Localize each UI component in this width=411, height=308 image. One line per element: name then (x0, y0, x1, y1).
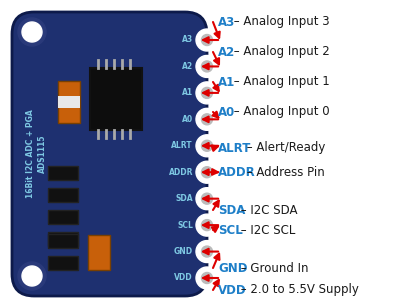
Circle shape (196, 108, 218, 130)
Bar (48, 234, 78, 248)
Text: A0: A0 (182, 115, 193, 124)
Text: – Analog Input 2: – Analog Input 2 (231, 46, 330, 59)
Circle shape (196, 241, 218, 262)
Circle shape (201, 273, 212, 283)
Circle shape (196, 188, 218, 210)
Text: – Analog Input 0: – Analog Input 0 (231, 106, 330, 119)
Text: – Alert/Ready: – Alert/Ready (243, 141, 325, 155)
Circle shape (22, 22, 42, 42)
Circle shape (201, 140, 212, 151)
Text: ALRT: ALRT (218, 141, 252, 155)
Text: A1: A1 (182, 88, 193, 97)
Bar (58, 81, 80, 123)
Text: A2: A2 (218, 46, 235, 59)
Circle shape (201, 87, 212, 98)
Text: A2: A2 (182, 62, 193, 71)
Bar (58, 96, 80, 108)
Circle shape (22, 266, 42, 286)
Text: VDD: VDD (218, 283, 247, 297)
Bar (48, 188, 78, 202)
Text: – Analog Input 3: – Analog Input 3 (231, 15, 330, 29)
Bar (48, 256, 78, 270)
Circle shape (196, 29, 218, 51)
Bar (90, 68, 142, 130)
Text: ALRT: ALRT (171, 141, 193, 150)
Text: – I2C SDA: – I2C SDA (237, 204, 297, 217)
Text: SCL: SCL (177, 221, 193, 229)
Bar (48, 210, 78, 224)
Circle shape (196, 214, 218, 236)
Circle shape (201, 34, 212, 46)
Text: SDA: SDA (175, 194, 193, 203)
Text: – 2.0 to 5.5V Supply: – 2.0 to 5.5V Supply (237, 283, 358, 297)
Circle shape (196, 267, 218, 289)
Text: A3: A3 (218, 15, 235, 29)
Circle shape (201, 246, 212, 257)
Circle shape (201, 220, 212, 231)
Text: SDA: SDA (218, 204, 245, 217)
Circle shape (196, 55, 218, 77)
Bar (48, 166, 78, 180)
Text: ADDR: ADDR (218, 165, 256, 179)
Text: VDD: VDD (174, 274, 193, 282)
Bar (88, 235, 110, 270)
Text: SCL: SCL (218, 224, 243, 237)
Text: – Analog Input 1: – Analog Input 1 (231, 75, 330, 88)
Text: GND: GND (174, 247, 193, 256)
Text: ADS1115: ADS1115 (37, 135, 46, 173)
Text: ADDR: ADDR (169, 168, 193, 177)
Circle shape (18, 18, 46, 46)
Text: – I2C SCL: – I2C SCL (237, 224, 295, 237)
Circle shape (201, 193, 212, 204)
FancyBboxPatch shape (12, 12, 207, 296)
Text: 16Bit I2C ADC + PGA: 16Bit I2C ADC + PGA (25, 110, 35, 198)
Text: GND: GND (218, 261, 247, 274)
Circle shape (201, 61, 212, 72)
Circle shape (196, 161, 218, 183)
Text: – Ground In: – Ground In (237, 261, 308, 274)
Circle shape (196, 82, 218, 104)
Text: A0: A0 (218, 106, 235, 119)
Circle shape (18, 262, 46, 290)
Text: – Address Pin: – Address Pin (243, 165, 325, 179)
Circle shape (201, 167, 212, 178)
Text: A3: A3 (182, 35, 193, 44)
Text: A1: A1 (218, 75, 235, 88)
Circle shape (196, 135, 218, 157)
Bar (48, 232, 78, 246)
Circle shape (201, 114, 212, 125)
